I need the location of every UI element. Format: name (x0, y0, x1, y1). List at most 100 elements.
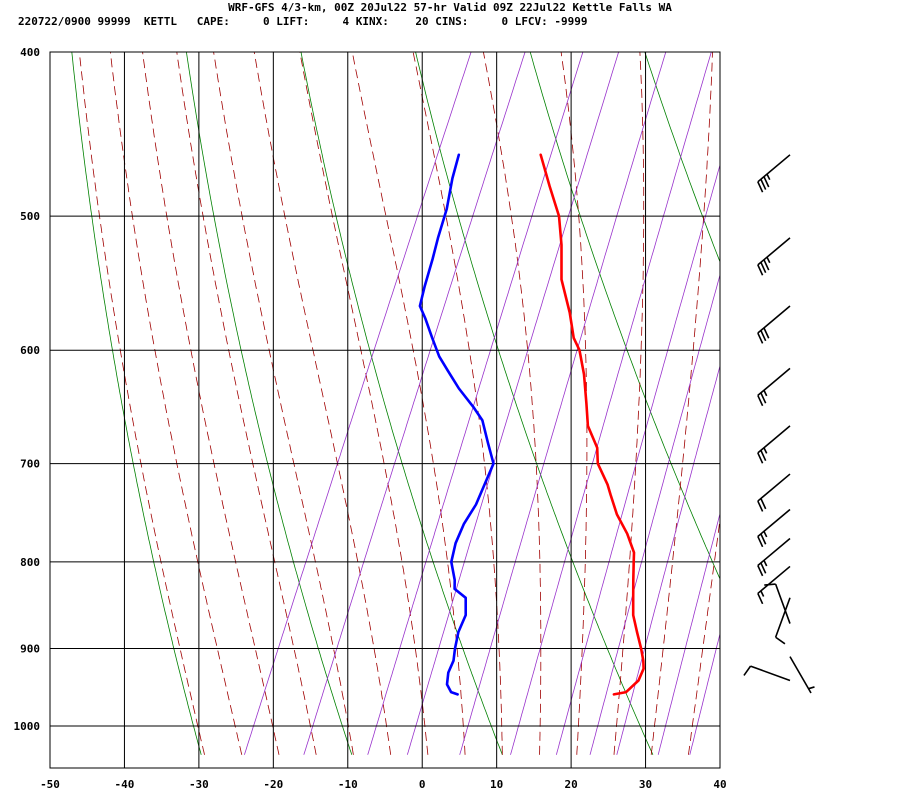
plot-frame (49, 51, 721, 769)
barb-staff (757, 473, 791, 502)
moist-adiabat (78, 52, 205, 755)
mixing-ratio-line (589, 273, 720, 755)
background-lines (71, 45, 900, 755)
wind-barb (757, 154, 791, 193)
barb-flag (760, 392, 767, 404)
dry-adiabat (71, 52, 202, 755)
barb-flag (760, 533, 767, 545)
wind-barb (757, 367, 791, 407)
mixing-ratio-line (510, 52, 712, 755)
barb-staff (757, 425, 791, 454)
x-tick-label: -10 (338, 778, 358, 791)
barb-flag (757, 264, 764, 276)
x-tick-label: -30 (189, 778, 209, 791)
chart-subtitle: 220722/0900 99999 KETTL CAPE: 0 LIFT: 4 … (18, 15, 588, 28)
barb-flag (743, 665, 752, 676)
y-tick-labels: 400 500 600 700 800 900 1000 (14, 46, 41, 733)
mixing-ratio-line (459, 52, 667, 755)
profiles (418, 153, 645, 696)
x-tick-label: 10 (490, 778, 503, 791)
moist-adiabat (726, 52, 833, 755)
mixing-ratio-line (556, 163, 720, 755)
barb-staff (757, 154, 791, 183)
wind-barb (774, 597, 791, 645)
mixing-ratio-line (616, 364, 720, 755)
dry-adiabat (415, 52, 654, 755)
barb-staff (757, 367, 791, 397)
barb-flag (757, 332, 764, 344)
barb-staff (750, 665, 791, 682)
barb-staff (757, 305, 791, 334)
mixing-ratio-line (406, 52, 620, 755)
moist-adiabat (688, 516, 720, 755)
mixing-ratio-line (657, 512, 720, 755)
mixing-ratio-line (244, 52, 472, 755)
wind-barb (757, 237, 791, 276)
x-tick-labels: -50 -40 -30 -20 -10 0 10 20 30 40 (40, 778, 727, 791)
barb-flag (757, 452, 764, 464)
moist-adiabat (560, 52, 588, 755)
barb-flag (757, 500, 764, 512)
dry-adiabat (529, 52, 720, 580)
moist-adiabat (213, 52, 354, 755)
barb-flag (763, 176, 770, 188)
barb-half-flag (760, 590, 765, 597)
x-tick-label: -40 (115, 778, 135, 791)
dewpoint-line (418, 153, 495, 696)
barb-flag (760, 178, 767, 190)
barb-staff (774, 583, 791, 624)
barb-flag (760, 450, 767, 462)
wind-barb (789, 656, 815, 694)
barb-flag (764, 583, 776, 586)
barb-flag (757, 181, 764, 193)
x-tick-label: -20 (263, 778, 283, 791)
wind-barb (757, 425, 791, 464)
dry-adiabat (300, 52, 503, 755)
barb-flag (757, 565, 764, 577)
y-tick-label: 400 (20, 46, 40, 59)
barb-flag (760, 498, 767, 510)
moist-adiabat (109, 52, 243, 755)
y-tick-label: 900 (20, 642, 40, 655)
x-tick-label: 0 (419, 778, 426, 791)
chart-title: WRF-GFS 4/3-km, 00Z 20Jul22 57-hr Valid … (228, 1, 672, 14)
barb-half-flag (766, 256, 771, 264)
barb-staff (757, 537, 791, 567)
y-tick-label: 600 (20, 344, 40, 357)
x-tick-label: 40 (713, 778, 726, 791)
moist-adiabat (412, 52, 503, 755)
barb-flag (775, 636, 786, 645)
dry-adiabat (871, 45, 900, 755)
dry-adiabat (757, 45, 900, 755)
barb-flag (760, 330, 767, 342)
mixing-ratio-line (367, 52, 584, 755)
mixing-ratio-line (727, 45, 900, 755)
wind-barb (743, 665, 791, 682)
moist-adiabat (650, 52, 713, 755)
grid (49, 51, 721, 768)
wind-barb (757, 508, 791, 548)
y-tick-label: 1000 (14, 720, 41, 733)
barb-staff (789, 656, 812, 694)
wind-barbs (743, 154, 815, 694)
x-tick-label: -50 (40, 778, 60, 791)
mixing-ratio-line (689, 632, 720, 755)
barb-flag (760, 562, 767, 574)
barb-half-flag (763, 447, 768, 454)
wind-barb (757, 473, 791, 512)
y-tick-label: 700 (20, 458, 40, 471)
moist-adiabat (483, 52, 542, 755)
barb-flag (763, 327, 770, 339)
moist-adiabat (142, 52, 280, 755)
barb-flag (757, 395, 764, 407)
barb-staff (757, 508, 791, 538)
barb-half-flag (763, 560, 768, 567)
barb-half-flag (763, 389, 768, 397)
wind-barb (757, 305, 791, 344)
barb-half-flag (766, 173, 771, 181)
temperature-line (539, 153, 645, 696)
moist-adiabat (253, 52, 392, 755)
barb-staff (757, 237, 791, 266)
barb-half-flag (808, 686, 815, 690)
